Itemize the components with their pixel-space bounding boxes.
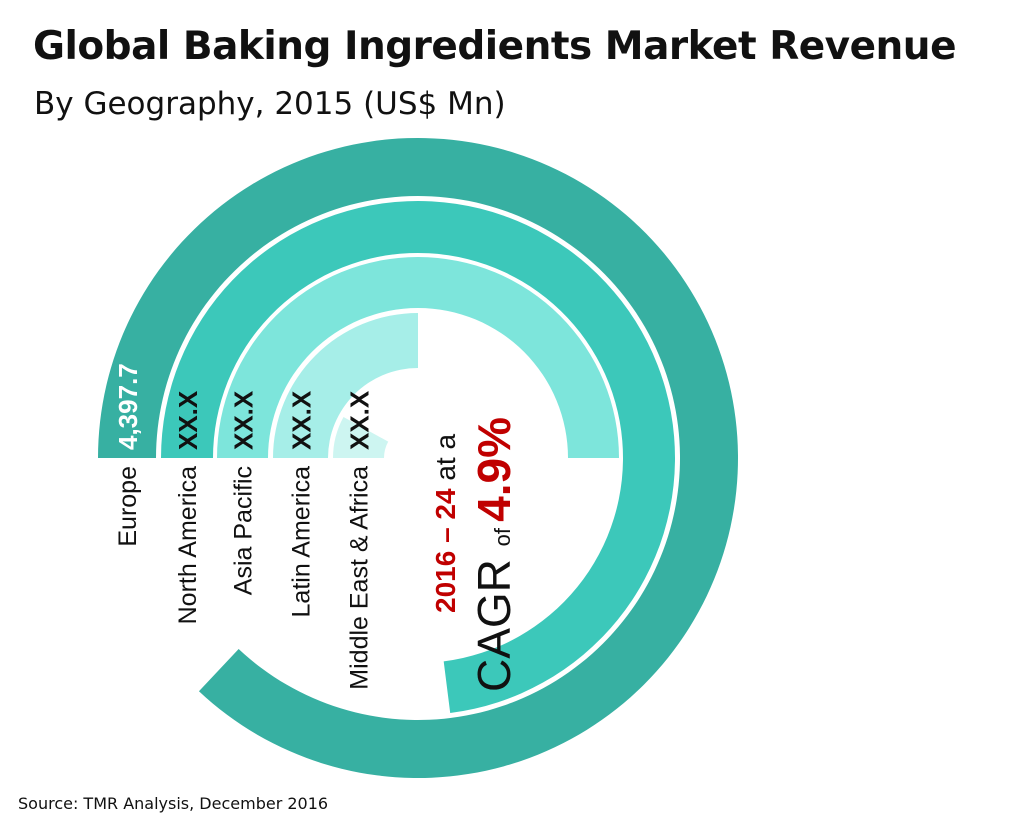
value-label-north-america: XX.X	[173, 390, 203, 450]
cagr-value-text: CAGR of 4.9%	[468, 417, 520, 692]
category-label-europe: Europe	[114, 466, 142, 547]
arc-asia-pacific	[217, 257, 619, 458]
cagr-period-text: 2016 – 24 at a	[430, 434, 461, 613]
value-label-latin-america: XX.X	[287, 390, 317, 450]
cagr-value: 4.9%	[468, 417, 520, 522]
category-label-north-america: North America	[174, 466, 202, 624]
cagr-of: of	[490, 522, 515, 546]
cagr-period: 2016 – 24	[430, 481, 461, 613]
value-label-asia-pacific: XX.X	[229, 390, 259, 450]
category-label-latin-america: Latin America	[288, 466, 316, 618]
value-label-europe: 4,397.7	[113, 363, 143, 450]
cagr-at: at a	[430, 434, 461, 481]
category-label-middle-east-and-africa: Middle East & Africa	[346, 466, 374, 690]
arc-group	[98, 138, 738, 779]
chart-subtitle: By Geography, 2015 (US$ Mn)	[34, 86, 506, 122]
value-label-middle-east-and-africa: XX.X	[345, 390, 375, 450]
cagr-label: CAGR	[468, 546, 520, 692]
arc-middle-east-and-africa	[333, 417, 389, 458]
category-label-asia-pacific: Asia Pacific	[230, 466, 258, 595]
label-group: 4,397.7 Europe XX.X North America XX.X Asia P…	[113, 363, 520, 692]
arc-latin-america	[273, 313, 418, 458]
source-note: Source: TMR Analysis, December 2016	[18, 794, 329, 813]
chart-title: Global Baking Ingredients Market Revenue	[33, 24, 957, 69]
